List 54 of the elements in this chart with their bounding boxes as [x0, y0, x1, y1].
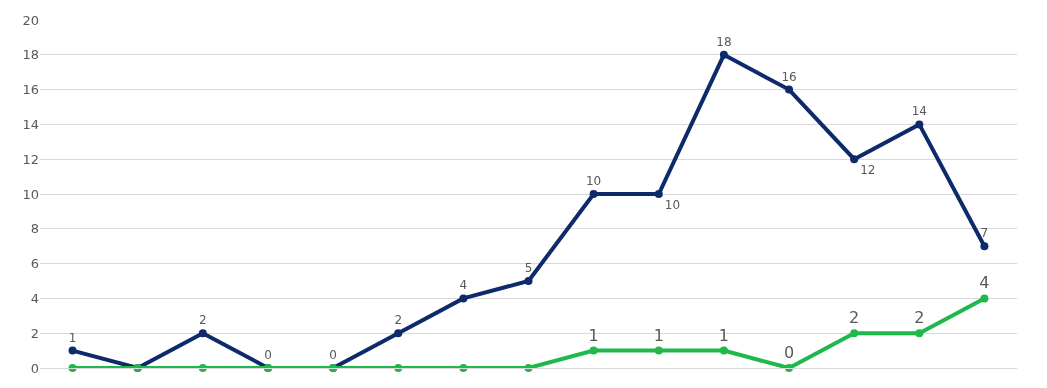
y-tick-label: 6 [30, 256, 39, 272]
y-tick-label: 16 [22, 82, 39, 98]
y-tick-label: 20 [22, 12, 39, 28]
point [850, 329, 859, 338]
data-label: 1 [653, 325, 664, 345]
data-label: 14 [911, 104, 927, 119]
point [915, 329, 924, 338]
data-label: 5 [524, 261, 533, 275]
data-label: 0 [264, 348, 272, 362]
data-label: 16 [781, 69, 797, 84]
y-tick-label: 18 [22, 47, 39, 63]
y-tick-label: 0 [30, 360, 39, 376]
point [68, 364, 77, 372]
point [459, 364, 468, 372]
data-label: 2 [199, 313, 207, 328]
data-label: 7 [980, 226, 989, 241]
point [654, 346, 663, 355]
point [524, 277, 533, 285]
y-tick-label: 4 [30, 290, 39, 306]
y-tick-label: 10 [22, 186, 39, 202]
data-label: 1 [68, 330, 77, 345]
point [719, 346, 728, 355]
data-label: 0 [783, 343, 795, 362]
point [589, 190, 598, 198]
point [980, 242, 989, 251]
data-label: 12 [860, 163, 876, 178]
data-label: 10 [664, 198, 681, 212]
point [654, 190, 663, 198]
data-label: 4 [459, 278, 468, 293]
point [850, 155, 859, 164]
data-label: 10 [585, 174, 602, 188]
data-label: 0 [329, 348, 337, 362]
point [915, 120, 924, 129]
data-label: 2 [394, 313, 403, 328]
point [589, 346, 598, 355]
point [198, 329, 207, 338]
data-label: 2 [914, 308, 925, 328]
point [524, 364, 533, 372]
data-label: 18 [716, 34, 732, 49]
y-tick-label: 12 [22, 151, 39, 167]
data-label: 2 [849, 308, 860, 328]
data-label: 1 [718, 325, 729, 345]
point [68, 346, 77, 355]
point [459, 294, 468, 303]
y-tick-label: 8 [30, 221, 39, 237]
point [394, 364, 403, 372]
point [785, 85, 794, 94]
y-tick-label: 2 [30, 325, 39, 341]
point [980, 294, 989, 303]
data-label: 4 [979, 273, 990, 293]
data-label: 1 [588, 325, 599, 345]
y-tick-label: 14 [22, 116, 39, 132]
point [719, 50, 728, 59]
point [394, 329, 403, 338]
